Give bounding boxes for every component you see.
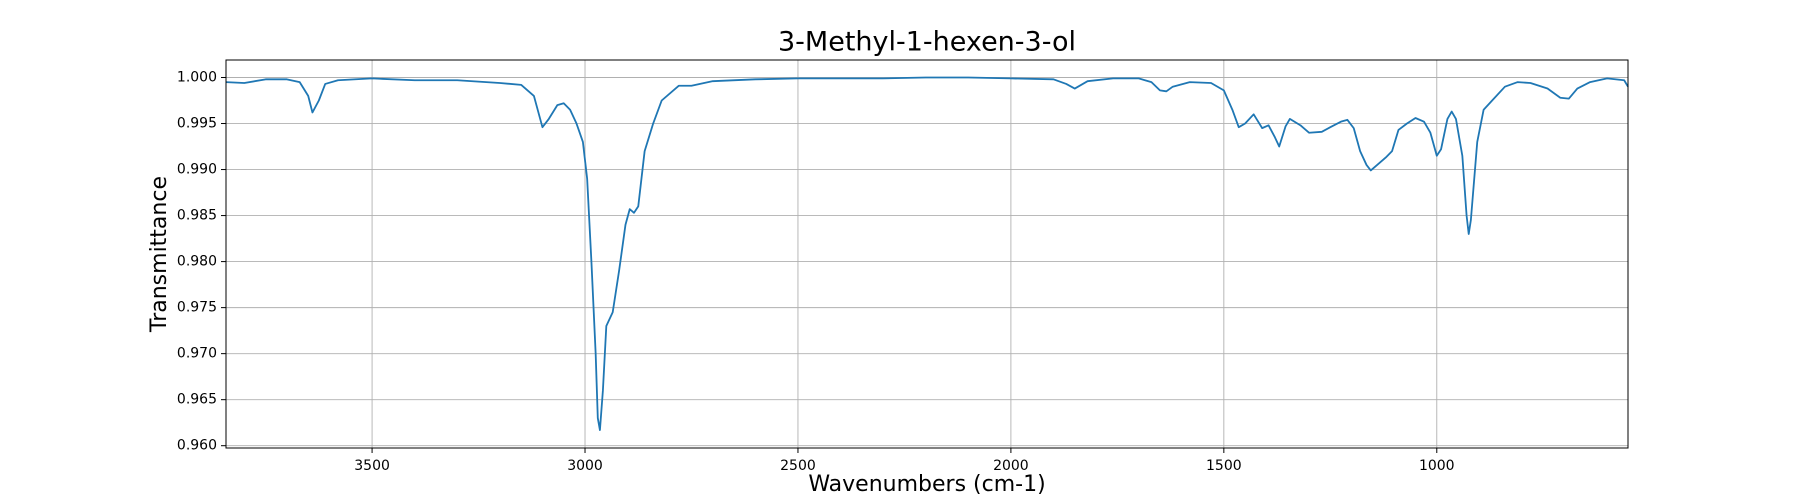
x-tick-label: 2000	[993, 458, 1029, 474]
y-tick-label: 0.960	[177, 438, 217, 454]
y-tick-label: 0.980	[177, 254, 217, 270]
plot-frame	[225, 59, 1629, 449]
x-tick-label: 3500	[354, 458, 390, 474]
y-tick-label: 0.975	[177, 300, 217, 316]
y-tick-label: 0.965	[177, 392, 217, 408]
x-tick-label: 2500	[780, 458, 816, 474]
x-tick-label: 1000	[1419, 458, 1455, 474]
x-axis-label: Wavenumbers (cm-1)	[808, 472, 1045, 497]
y-axis-label: Transmittance	[147, 176, 172, 333]
y-tick-label: 0.985	[177, 208, 217, 224]
y-tick-label: 0.970	[177, 346, 217, 362]
y-tick-label: 0.990	[177, 162, 217, 178]
x-tick-label: 1500	[1206, 458, 1242, 474]
x-tick-label: 3000	[567, 458, 603, 474]
chart-title: 3-Methyl-1-hexen-3-ol	[778, 27, 1076, 58]
y-tick-label: 1.000	[177, 69, 217, 85]
y-tick-label: 0.995	[177, 116, 217, 132]
spectrum-line	[225, 76, 1629, 431]
